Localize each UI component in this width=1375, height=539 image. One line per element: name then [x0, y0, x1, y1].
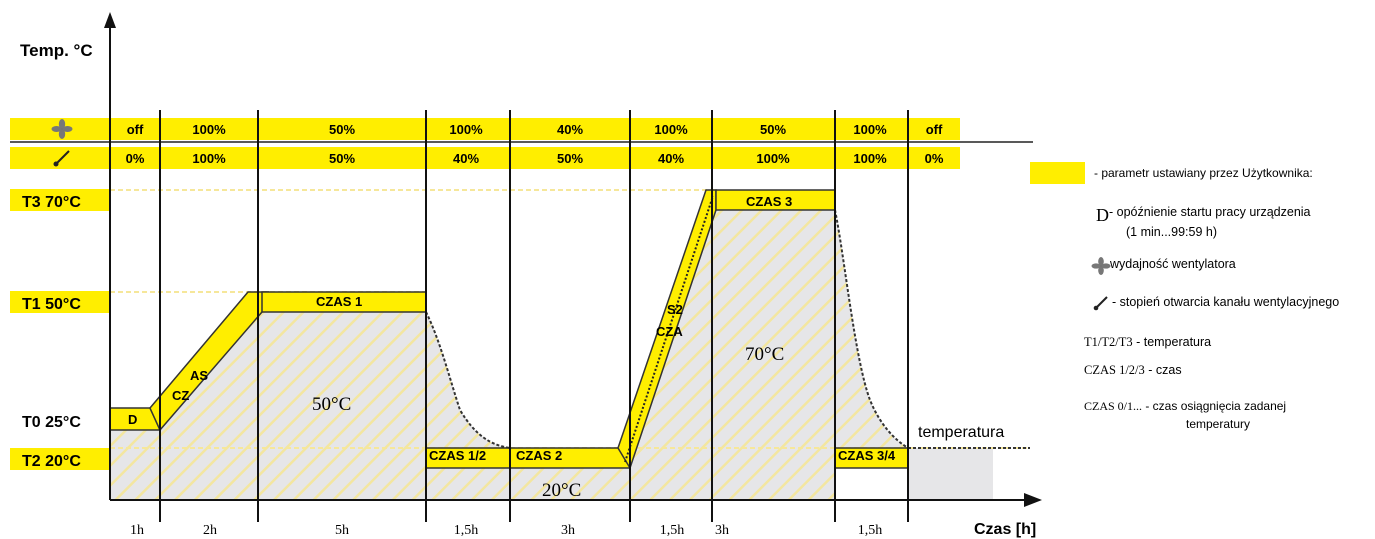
- legend-damper-icon: [1093, 296, 1108, 311]
- legend-czas0-code: CZAS 0/1...: [1084, 399, 1142, 413]
- ramp-2-dotted: [624, 195, 714, 463]
- profile-area-middle: [426, 210, 908, 500]
- fan-value: off: [926, 122, 943, 137]
- duration-label: 5h: [335, 523, 349, 538]
- fan-value: 100%: [853, 122, 887, 137]
- label-czas34: CZAS 3/4: [838, 448, 896, 463]
- fan-row-bg: [10, 118, 960, 140]
- x-axis-arrow: [1024, 493, 1042, 507]
- damper-value: 40%: [658, 151, 684, 166]
- profile-area-tail: [908, 448, 993, 500]
- damper-value: 50%: [557, 151, 583, 166]
- t1-label: T1 50°C: [22, 296, 81, 313]
- cooling-curve-2: [834, 209, 909, 449]
- segment-labels: D CZ AS CZAS 1 CZAS 1/2 CZAS 2 S2 CZA CZ…: [128, 194, 896, 463]
- fan-value: 50%: [329, 122, 355, 137]
- legend-fan-text: wydajność wentylatora: [1109, 257, 1236, 271]
- legend-t-text: - temperatura: [1133, 335, 1212, 349]
- legend-fan-icon: [1091, 257, 1111, 275]
- t0-label: T0 25°C: [22, 414, 81, 431]
- fan-values: off 100% 50% 100% 40% 100% 50% 100% off: [127, 122, 943, 137]
- legend-czas-line: CZAS 1/2/3 - czas: [1084, 363, 1182, 377]
- duration-label: 1,5h: [858, 523, 883, 538]
- damper-value: 40%: [453, 151, 479, 166]
- label-cz: CZ: [172, 388, 189, 403]
- damper-value: 100%: [756, 151, 790, 166]
- duration-label: 1,5h: [454, 523, 479, 538]
- damper-row-bg: [10, 147, 960, 169]
- duration-label: 3h: [715, 523, 729, 538]
- fan-value: 100%: [449, 122, 483, 137]
- legend-damper-text: - stopień otwarcia kanału wentylacyjnego: [1112, 295, 1339, 309]
- damper-value: 100%: [853, 151, 887, 166]
- damper-icon: [53, 150, 70, 167]
- legend-d-text-1: - opóźnienie startu pracy urządzenia: [1109, 205, 1311, 219]
- duration-label: 1,5h: [660, 523, 685, 538]
- t3-label-bg: [10, 189, 110, 211]
- label-s2: S2: [667, 302, 683, 317]
- legend-t-code: T1/T2/T3: [1084, 335, 1133, 349]
- duration-label: 3h: [561, 523, 575, 538]
- legend-d-text-2: (1 min...99:59 h): [1126, 225, 1217, 239]
- profile-area-main: [110, 312, 510, 500]
- legend-user-text: - parametr ustawiany przez Użytkownika:: [1094, 166, 1313, 180]
- legend-czas0-text: - czas osiągnięcia zadanej: [1142, 399, 1286, 413]
- legend-czas-text: - czas: [1145, 363, 1182, 377]
- t1-label-bg: [10, 291, 110, 313]
- damper-values: 0% 100% 50% 40% 50% 40% 100% 100% 0%: [126, 151, 944, 166]
- label-czas3: CZAS 3: [746, 194, 792, 209]
- y-axis-label: Temp. °C: [20, 41, 93, 60]
- label-czas1: CZAS 1: [316, 294, 362, 309]
- cooling-curve-1: [425, 311, 511, 449]
- duration-label: 2h: [203, 523, 217, 538]
- label-d: D: [128, 412, 137, 427]
- profile-bands: [109, 189, 909, 470]
- y-axis-arrow: [104, 12, 116, 28]
- fan-icon: [51, 119, 73, 139]
- area-label-20: 20°C: [542, 480, 581, 501]
- t3-label: T3 70°C: [22, 194, 81, 211]
- area-label-50: 50°C: [312, 394, 351, 415]
- t2-label-bg: [10, 448, 110, 470]
- duration-labels: 1h 2h 5h 1,5h 3h 1,5h 3h 1,5h: [130, 523, 882, 538]
- damper-value: 0%: [925, 151, 944, 166]
- legend-d-letter: D: [1096, 205, 1109, 225]
- fan-value: 100%: [654, 122, 688, 137]
- legend-czas0-line: CZAS 0/1... - czas osiągnięcia zadanej: [1084, 399, 1286, 413]
- phase-dividers: [159, 110, 909, 522]
- label-czas2: CZAS 2: [516, 448, 562, 463]
- label-cza: CZA: [656, 324, 683, 339]
- label-as: AS: [190, 368, 208, 383]
- t2-label: T2 20°C: [22, 453, 81, 470]
- fan-value: off: [127, 122, 144, 137]
- damper-value: 50%: [329, 151, 355, 166]
- legend-user-swatch: [1030, 162, 1085, 184]
- legend: - parametr ustawiany przez Użytkownika: …: [1030, 162, 1339, 431]
- label-czas12: CZAS 1/2: [429, 448, 486, 463]
- x-axis-label: Czas [h]: [974, 521, 1036, 538]
- damper-value: 100%: [192, 151, 226, 166]
- damper-value: 0%: [126, 151, 145, 166]
- fan-value: 100%: [192, 122, 226, 137]
- legend-t-line: T1/T2/T3 - temperatura: [1084, 335, 1211, 349]
- fan-value: 50%: [760, 122, 786, 137]
- legend-czas0-text-2: temperatury: [1186, 417, 1250, 431]
- area-label-70: 70°C: [745, 344, 784, 365]
- legend-czas-code: CZAS 1/2/3: [1084, 363, 1145, 377]
- fan-value: 40%: [557, 122, 583, 137]
- ambient-label: temperatura: [918, 424, 1004, 441]
- duration-label: 1h: [130, 523, 144, 538]
